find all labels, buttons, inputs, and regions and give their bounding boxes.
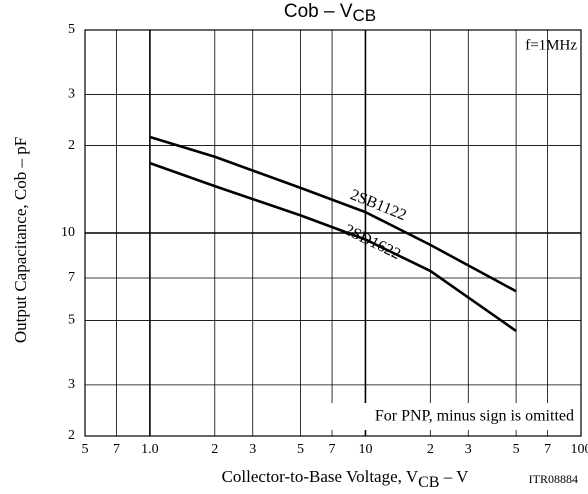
x-tick-label: 3 [465, 442, 472, 457]
x-tick-label: 5 [297, 442, 304, 457]
x-tick-label: 1.0 [141, 442, 159, 457]
y-tick-label: 2 [68, 428, 75, 443]
series-line [149, 135, 517, 293]
x-axis-label: Collector-to-Base Voltage, VCB – V [222, 467, 470, 491]
x-tick-label: 2 [427, 442, 434, 457]
x-tick-label: 10 [358, 442, 372, 457]
x-tick-label: 7 [329, 442, 336, 457]
x-tick-label: 5 [82, 442, 89, 457]
y-tick-label: 5 [68, 313, 75, 328]
x-label-unit: – V [439, 467, 469, 486]
y-tick-label: 10 [61, 225, 75, 240]
y-tick-label: 5 [68, 22, 75, 37]
chart-title: Cob – VCB [284, 1, 376, 25]
y-axis-label: Output Capacitance, Cob – pF [11, 137, 30, 343]
annotation: ITR08884 [529, 472, 578, 486]
x-tick-label: 7 [544, 442, 551, 457]
y-tick-label: 7 [68, 270, 75, 285]
plot-frame [84, 29, 582, 437]
x-tick-label: 100 [571, 442, 588, 457]
x-tick-label: 2 [211, 442, 218, 457]
x-tick-label: 3 [249, 442, 256, 457]
title-main: Cob – V [284, 1, 353, 22]
y-tick-label: 3 [68, 87, 75, 102]
annotation: For PNP, minus sign is omitted [375, 408, 574, 425]
annotation-box [302, 403, 580, 430]
y-tick-label: 2 [68, 138, 75, 153]
x-label-main: Collector-to-Base Voltage, V [222, 467, 419, 486]
y-tick-label: 3 [68, 377, 75, 392]
x-tick-label: 7 [113, 442, 120, 457]
title-sub: CB [353, 6, 377, 25]
annotation: f=1MHz [525, 37, 577, 53]
x-tick-label: 5 [513, 442, 520, 457]
x-label-sub: CB [418, 474, 439, 491]
series-line [149, 161, 517, 333]
